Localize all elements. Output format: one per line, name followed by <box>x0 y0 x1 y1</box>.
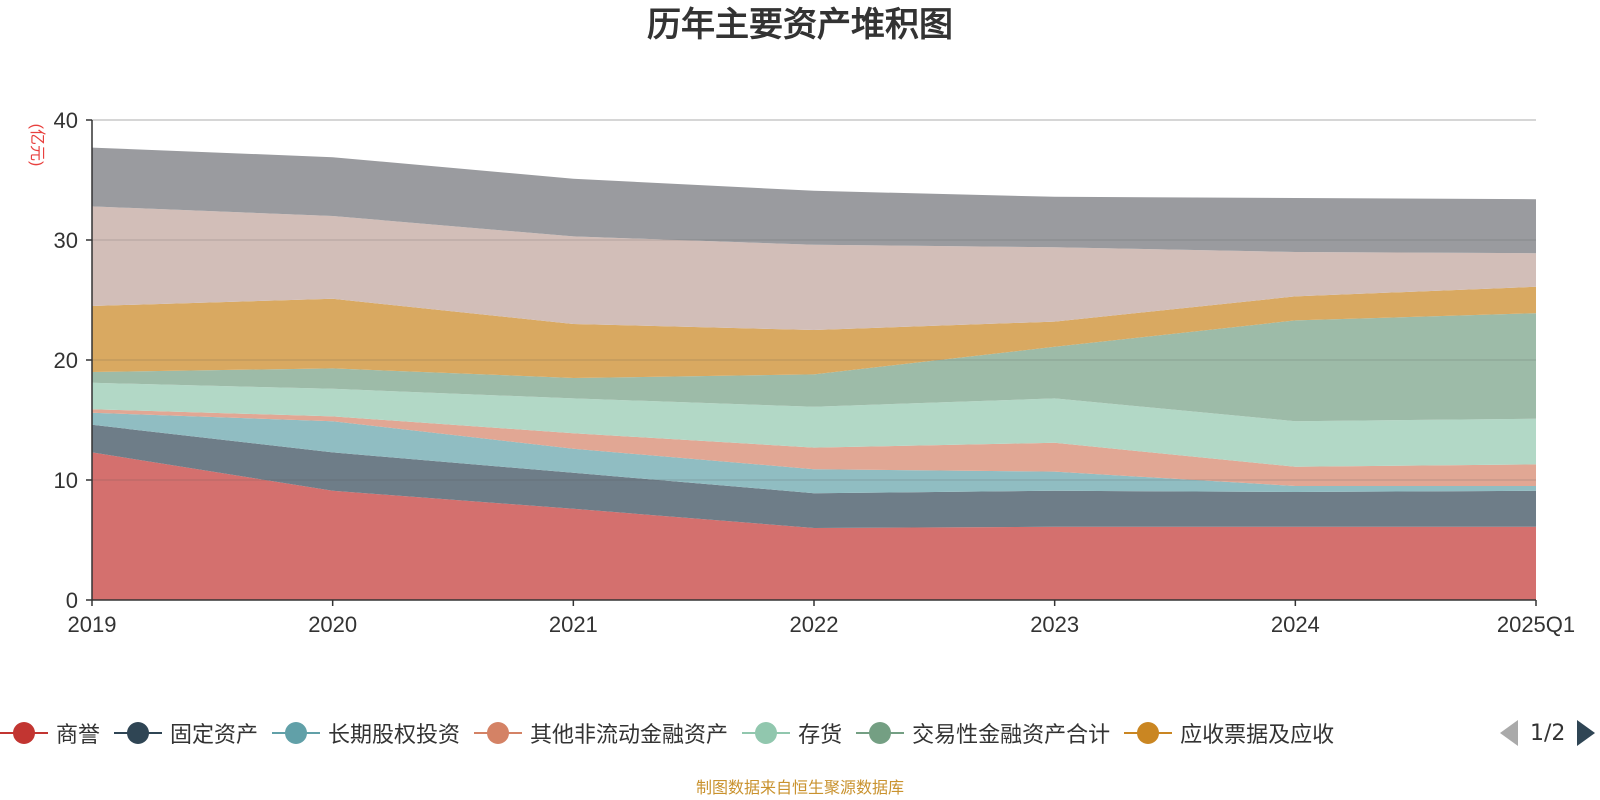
area-series-2[interactable] <box>92 424 1536 528</box>
legend-marker-icon <box>856 718 905 748</box>
area-series-5[interactable] <box>92 382 1536 467</box>
y-tick-label: 20 <box>54 348 78 373</box>
x-tick-label: 2025Q1 <box>1497 612 1575 637</box>
y-tick-label: 0 <box>66 588 78 613</box>
y-tick-label: 30 <box>54 228 78 253</box>
y-axis-label: (亿元) <box>28 124 46 167</box>
legend-pager: 1/2 <box>1500 718 1596 748</box>
area-series-7[interactable] <box>92 286 1536 378</box>
legend-marker-icon <box>742 718 791 748</box>
legend-item-3[interactable]: 长期股权投资 <box>272 717 460 749</box>
legend: 商誉 固定资产 长期股权投资 其他非流动金融资产 存货 交易 <box>0 718 1600 748</box>
legend-item-1[interactable]: 商誉 <box>0 717 100 749</box>
chart-title: 历年主要资产堆积图 <box>647 5 953 45</box>
legend-item-4[interactable]: 其他非流动金融资产 <box>474 717 728 749</box>
legend-marker-icon <box>114 718 163 748</box>
legend-label: 其他非流动金融资产 <box>530 723 729 748</box>
area-series-6[interactable] <box>92 313 1536 422</box>
legend-marker-icon <box>0 718 48 748</box>
legend-label: 长期股权投资 <box>328 723 461 748</box>
legend-label: 应收票据及应收 <box>1180 723 1335 748</box>
legend-label: 存货 <box>798 723 843 748</box>
legend-label: 交易性金融资产合计 <box>912 723 1111 748</box>
area-series-1[interactable] <box>92 452 1536 600</box>
x-tick-label: 2024 <box>1271 612 1320 637</box>
legend-label: 固定资产 <box>170 723 259 748</box>
y-tick-label: 10 <box>54 468 78 493</box>
area-series <box>92 119 1536 600</box>
y-tick-label: 40 <box>54 108 78 133</box>
axes <box>86 119 1537 606</box>
legend-marker-icon <box>1124 718 1173 748</box>
legend-label: 商誉 <box>56 723 101 748</box>
y-tick-labels: 0 10 20 30 40 <box>54 108 78 613</box>
data-source-note: 制图数据来自恒生聚源数据库 <box>695 778 904 797</box>
legend-prev-page-icon[interactable] <box>1500 720 1518 746</box>
legend-item-7[interactable]: 应收票据及应收 <box>1124 717 1334 749</box>
x-tick-labels: 2019 2020 2021 2022 2023 2024 2025Q1 <box>68 612 1576 637</box>
x-tick-label: 2021 <box>549 612 598 637</box>
area-series-3[interactable] <box>92 412 1536 494</box>
x-tick-label: 2019 <box>68 612 117 637</box>
legend-item-2[interactable]: 固定资产 <box>114 717 258 749</box>
area-series-8[interactable] <box>92 206 1536 330</box>
stacked-area-chart: 0 10 20 30 40 2019 2020 2021 2022 2023 2024 2025Q1… <box>28 108 1576 637</box>
legend-item-6[interactable]: 交易性金融资产合计 <box>856 717 1110 749</box>
x-tick-label: 2020 <box>308 612 357 637</box>
area-series-9[interactable] <box>92 147 1536 254</box>
legend-marker-icon <box>272 718 321 748</box>
x-tick-label: 2022 <box>790 612 839 637</box>
legend-marker-icon <box>474 718 523 748</box>
legend-page-indicator: 1/2 <box>1530 720 1566 746</box>
x-tick-label: 2023 <box>1030 612 1079 637</box>
legend-next-page-icon[interactable] <box>1577 720 1596 746</box>
legend-item-5[interactable]: 存货 <box>742 717 842 749</box>
